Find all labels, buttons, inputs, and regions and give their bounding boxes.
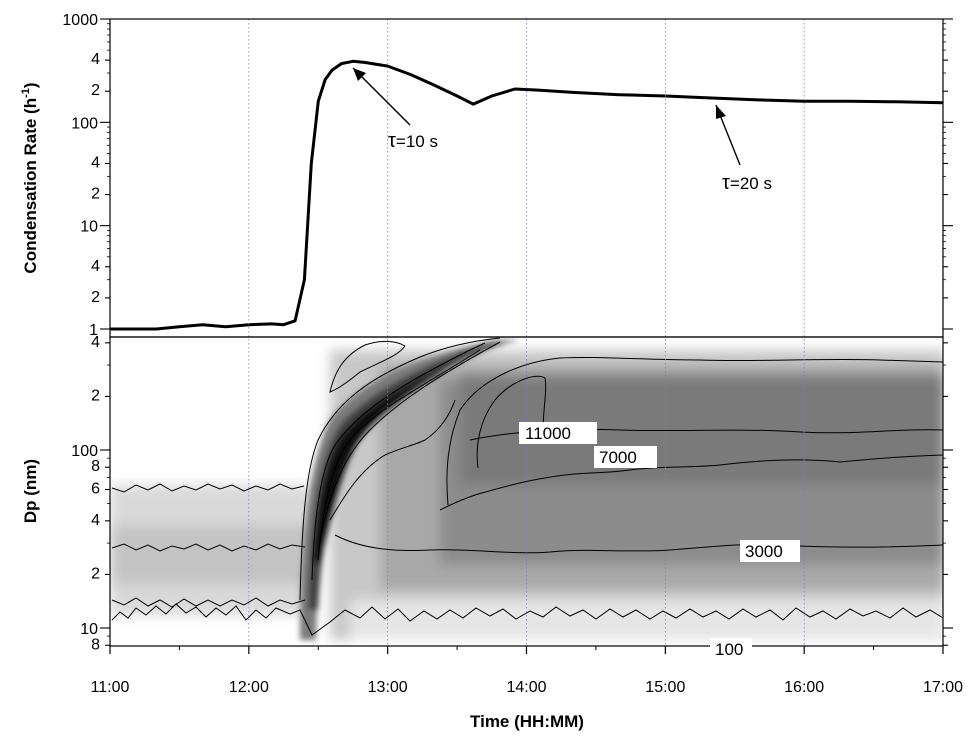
y-tick-label: 1000 [62,12,98,29]
tau-10-arrowhead [353,68,366,81]
y-tick-label: 8 [91,458,100,475]
tau-10-arrow [352,67,411,126]
y-tick-label: 1 [89,322,98,339]
y-tick-label: 2 [91,186,100,203]
hour-gridlines [248,19,805,646]
y-tick-label: 100 [71,115,98,132]
contour-label-7000: 7000 [599,448,637,467]
x-tick-label: 15:00 [645,679,685,696]
y-tick-label: 4 [91,51,100,68]
tau-20-arrowhead [716,105,726,119]
y-tick-label: 2 [91,289,100,306]
x-tick-label: 17:00 [923,679,963,696]
x-tick-label: 11:00 [91,679,130,696]
y-tick-label: 100 [71,443,98,460]
tau-20-label: τ=20 s [722,172,772,194]
condensation-rate-line [110,59,943,331]
tau-10-label: τ=10 s [388,130,438,152]
y-tick-label: 8 [91,636,100,653]
y-tick-label: 4 [91,334,100,351]
y-tick-label: 2 [91,82,100,99]
x-axis-title: Time (HH:MM) [470,712,584,731]
x-tick-label: 13:00 [368,679,408,696]
bottom-y-axis-title: Dp (nm) [21,459,40,523]
tau-annotations: τ=10 s τ=20 s [352,67,772,194]
y-tick-label: 10 [80,621,98,638]
contour-label-11000: 11000 [525,424,571,443]
contour-label-100: 100 [715,640,743,659]
axes: 11:00 12:00 13:00 14:00 15:00 16:00 17:00 1 10 10… [62,12,963,696]
y-tick-label: 6 [91,480,100,497]
y-tick-label: 2 [91,565,100,582]
x-tick-label: 14:00 [506,679,546,696]
x-tick-label: 16:00 [784,679,824,696]
size-distribution-heatmap [110,337,943,646]
contour-lines [111,337,943,636]
y-tick-label: 2 [91,387,100,404]
y-tick-label: 4 [91,512,100,529]
x-tick-label: 12:00 [229,679,269,696]
top-y-axis-title: Condensation Rate (h-1) [20,82,40,273]
y-tick-label: 4 [91,258,100,275]
contour-label-3000: 3000 [745,542,783,561]
y-tick-label: 10 [80,219,98,236]
top-panel-frame [109,18,944,338]
contour-level-labels: 11000 7000 3000 100 [519,422,800,660]
y-tick-label: 4 [91,154,100,171]
